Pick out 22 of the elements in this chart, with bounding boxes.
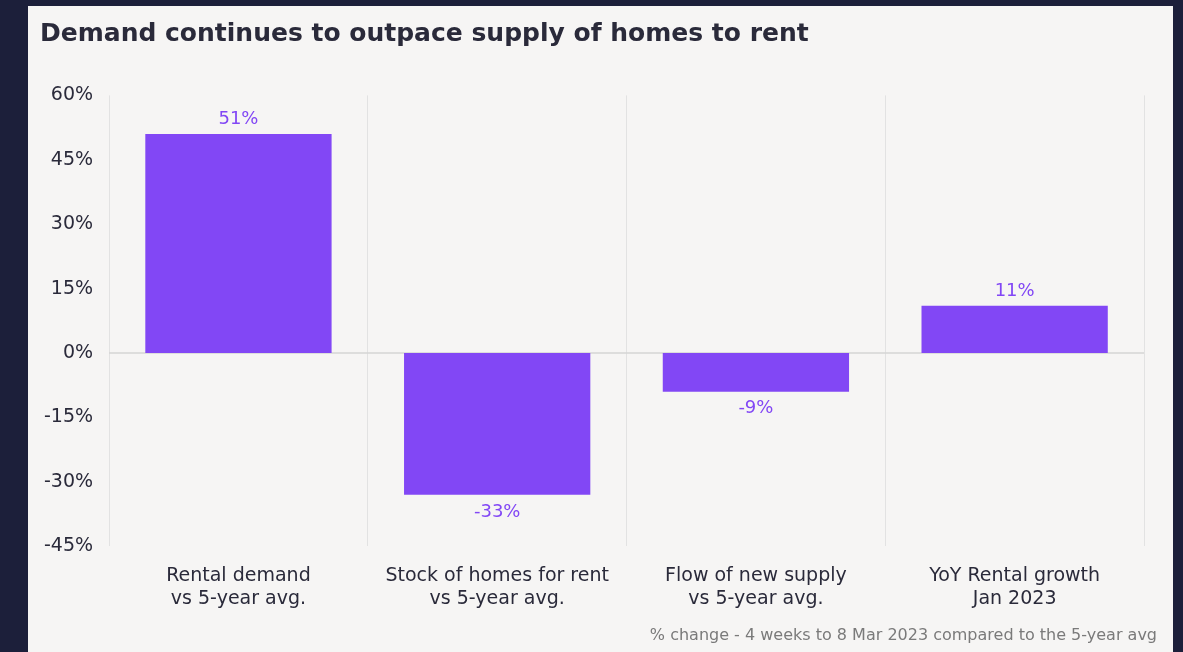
- bar: [662, 353, 850, 392]
- y-tick-label: -15%: [43, 404, 94, 427]
- y-tick-label: 0%: [62, 340, 94, 363]
- text: % change - 4 weeks to 8 Mar 2023 compared to the 5-year avg: [649, 625, 1157, 644]
- y-tick-label: 30%: [50, 211, 94, 234]
- y-tick-label: 45%: [50, 146, 94, 169]
- x-tick-label: Flow of new supply vs 5-year avg.: [665, 562, 847, 608]
- y-tick-label: -45%: [43, 533, 94, 556]
- data-label: 51%: [218, 106, 259, 128]
- data-label: -33%: [473, 499, 521, 521]
- x-tick-label: Rental demand vs 5-year avg.: [166, 562, 311, 608]
- y-tick-label: -30%: [43, 468, 94, 491]
- data-label: 11%: [994, 278, 1035, 300]
- x-tick-label: YoY Rental growth Jan 2023: [928, 562, 1101, 608]
- chart-title: Demand continues to outpace supply of homes to rent: [40, 18, 809, 47]
- data-label: -9%: [738, 396, 774, 418]
- bar: [921, 305, 1108, 354]
- bar: [145, 134, 332, 354]
- bar: [404, 353, 591, 495]
- y-tick-label: 60%: [50, 82, 94, 105]
- x-tick-label: Stock of homes for rent vs 5-year avg.: [385, 562, 609, 608]
- y-tick-label: 15%: [50, 275, 94, 298]
